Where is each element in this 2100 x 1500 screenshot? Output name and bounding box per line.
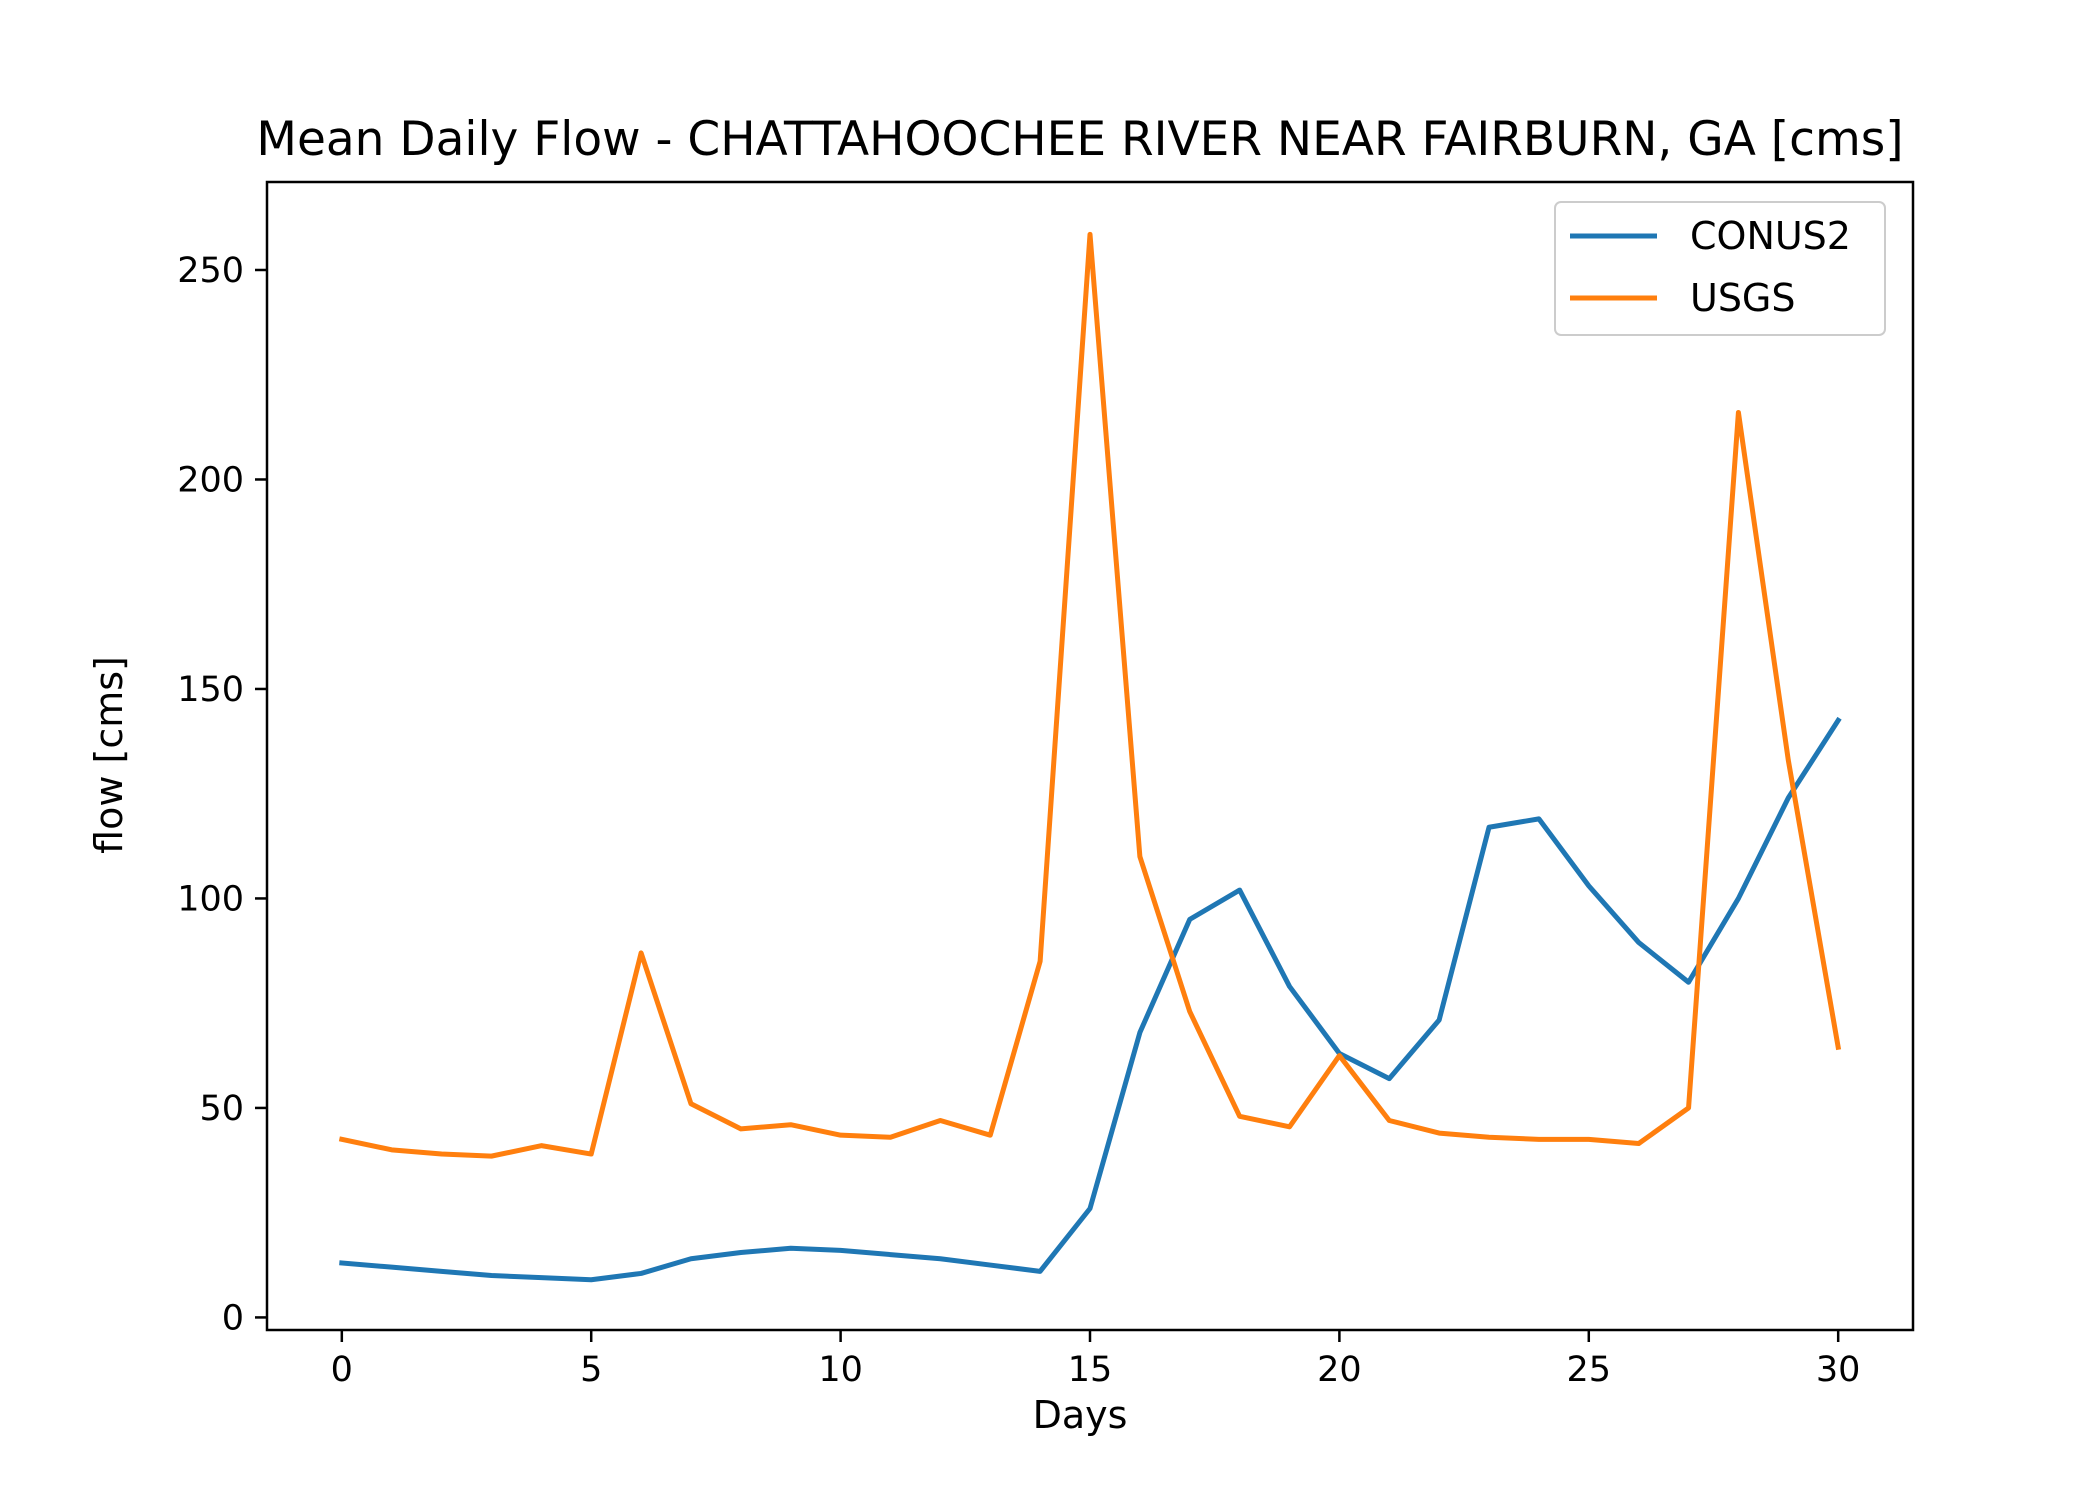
x-tick-label: 20: [1317, 1350, 1362, 1390]
legend-label-usgs: USGS: [1690, 276, 1796, 320]
plot-area: [267, 182, 1913, 1330]
y-axis: 0 50 100 150 200 250: [177, 251, 267, 1338]
y-tick-label: 100: [177, 879, 244, 919]
series-line-usgs: [338, 231, 1842, 1159]
chart-title: Mean Daily Flow - CHATTAHOOCHEE RIVER NE…: [256, 112, 1903, 167]
legend-label-conus2: CONUS2: [1690, 214, 1851, 258]
x-axis: 0 5 10 15 20 25 30: [331, 1330, 1861, 1390]
y-axis-label: flow [cms]: [87, 656, 131, 854]
x-tick-label: 30: [1816, 1350, 1861, 1390]
x-tick-label: 5: [580, 1350, 602, 1390]
y-tick-label: 150: [177, 670, 244, 710]
y-tick-label: 50: [199, 1089, 244, 1129]
x-axis-label: Days: [1033, 1393, 1128, 1437]
y-tick-label: 200: [177, 460, 244, 500]
plot-background: [267, 182, 1913, 1330]
legend: CONUS2 USGS: [1554, 201, 1886, 336]
x-tick-label: 15: [1068, 1350, 1113, 1390]
series-group: [338, 231, 1842, 1283]
x-tick-label: 25: [1567, 1350, 1612, 1390]
y-tick-label: 0: [222, 1298, 244, 1338]
series-line-conus2: [339, 716, 1842, 1283]
x-tick-label: 10: [818, 1350, 863, 1390]
x-tick-label: 0: [331, 1350, 353, 1390]
y-tick-label: 250: [177, 251, 244, 291]
